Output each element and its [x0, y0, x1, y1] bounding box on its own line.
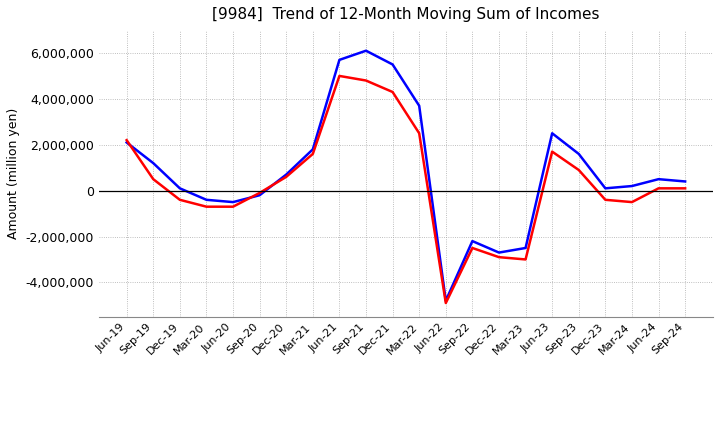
Ordinary Income: [654, 176, 663, 182]
Net Income: [495, 254, 503, 260]
Net Income: [548, 149, 557, 154]
Line: Ordinary Income: Ordinary Income: [127, 51, 685, 301]
Ordinary Income: [468, 238, 477, 244]
Net Income: [441, 301, 450, 306]
Net Income: [308, 151, 317, 157]
Ordinary Income: [628, 183, 636, 189]
Y-axis label: Amount (million yen): Amount (million yen): [7, 108, 20, 239]
Ordinary Income: [122, 140, 131, 145]
Ordinary Income: [256, 193, 264, 198]
Net Income: [122, 138, 131, 143]
Ordinary Income: [601, 186, 610, 191]
Legend: Ordinary Income, Net Income: Ordinary Income, Net Income: [259, 436, 553, 440]
Net Income: [468, 246, 477, 251]
Net Income: [575, 167, 583, 172]
Net Income: [654, 186, 663, 191]
Net Income: [681, 186, 690, 191]
Net Income: [628, 199, 636, 205]
Ordinary Income: [415, 103, 423, 108]
Net Income: [149, 176, 158, 182]
Net Income: [229, 204, 238, 209]
Line: Net Income: Net Income: [127, 76, 685, 303]
Ordinary Income: [149, 161, 158, 166]
Ordinary Income: [441, 298, 450, 304]
Ordinary Income: [548, 131, 557, 136]
Net Income: [601, 197, 610, 202]
Ordinary Income: [229, 199, 238, 205]
Net Income: [176, 197, 184, 202]
Ordinary Income: [681, 179, 690, 184]
Ordinary Income: [575, 151, 583, 157]
Net Income: [282, 174, 291, 180]
Ordinary Income: [388, 62, 397, 67]
Net Income: [415, 131, 423, 136]
Ordinary Income: [308, 147, 317, 152]
Ordinary Income: [335, 57, 343, 62]
Ordinary Income: [282, 172, 291, 177]
Title: [9984]  Trend of 12-Month Moving Sum of Incomes: [9984] Trend of 12-Month Moving Sum of I…: [212, 7, 600, 22]
Net Income: [521, 257, 530, 262]
Net Income: [388, 89, 397, 95]
Net Income: [335, 73, 343, 79]
Ordinary Income: [361, 48, 370, 53]
Ordinary Income: [495, 250, 503, 255]
Net Income: [256, 190, 264, 195]
Ordinary Income: [176, 186, 184, 191]
Ordinary Income: [521, 246, 530, 251]
Ordinary Income: [202, 197, 211, 202]
Net Income: [361, 78, 370, 83]
Net Income: [202, 204, 211, 209]
